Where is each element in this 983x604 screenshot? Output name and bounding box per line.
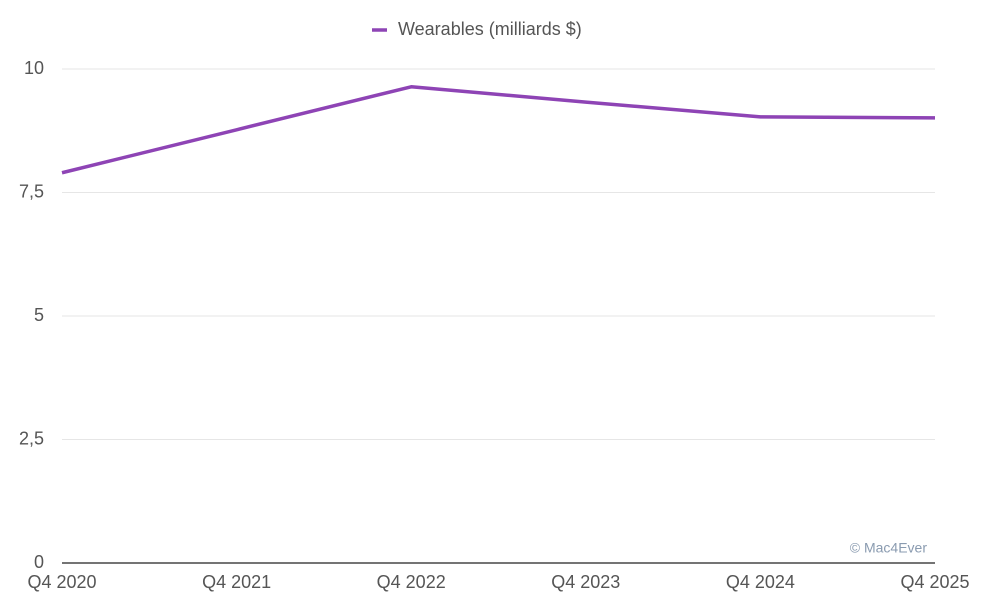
x-tick-label: Q4 2020	[27, 572, 96, 592]
x-tick-label: Q4 2023	[551, 572, 620, 592]
annotation: © Mac4Ever	[850, 540, 928, 556]
y-tick-label: 0	[34, 552, 44, 572]
x-tick-label: Q4 2024	[726, 572, 795, 592]
legend-label: Wearables (milliards $)	[398, 19, 582, 39]
y-tick-label: 10	[24, 58, 44, 78]
x-tick-label: Q4 2021	[202, 572, 271, 592]
y-tick-label: 5	[34, 305, 44, 325]
y-tick-label: 7,5	[19, 181, 44, 201]
y-tick-label: 2,5	[19, 428, 44, 448]
x-tick-label: Q4 2022	[377, 572, 446, 592]
x-tick-label: Q4 2025	[900, 572, 969, 592]
series-line	[61, 85, 936, 175]
